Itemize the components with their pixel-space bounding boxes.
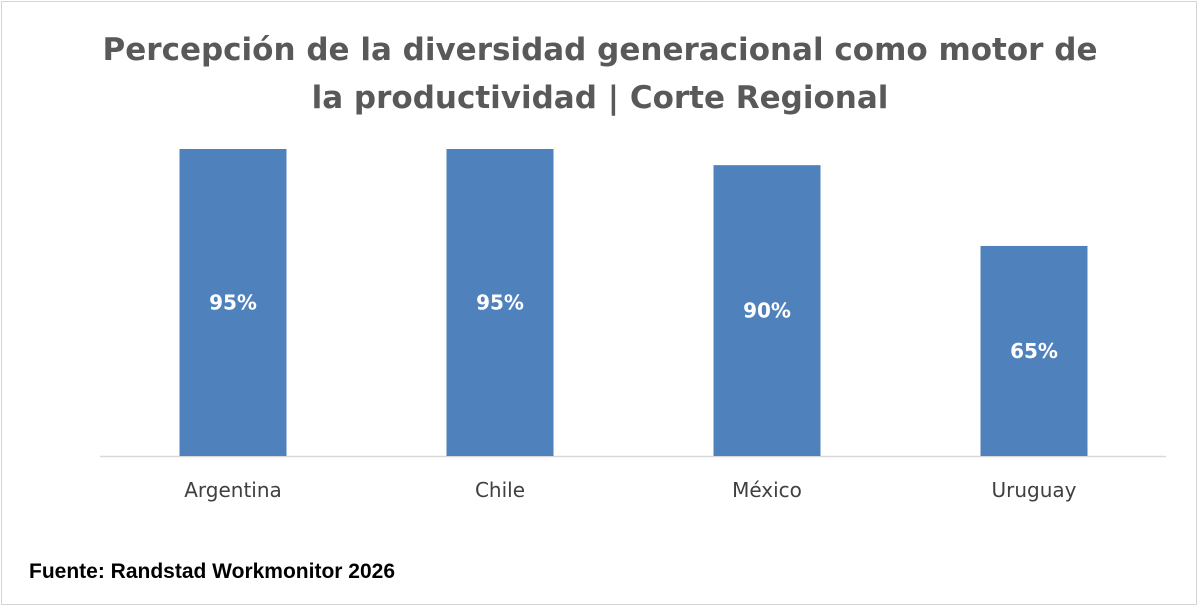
category-label: Uruguay [992,478,1077,502]
bar-argentina [179,149,287,456]
chart-title: Percepción de la diversidad generacional… [100,26,1100,122]
category-label: México [732,478,802,502]
bar-mexico [713,165,821,456]
data-label: 95% [209,291,257,315]
bar-chile [446,149,554,456]
data-label: 65% [1010,339,1058,363]
data-label: 90% [743,299,791,323]
chart-title-line-2: la productividad | Corte Regional [311,80,889,116]
source-note: Fuente: Randstad Workmonitor 2026 [29,560,396,583]
category-label: Chile [475,478,525,502]
chart-title-line-1: Percepción de la diversidad generacional… [102,32,1098,68]
data-label: 95% [476,291,524,315]
bar-uruguay [980,245,1088,456]
category-label: Argentina [184,478,282,502]
